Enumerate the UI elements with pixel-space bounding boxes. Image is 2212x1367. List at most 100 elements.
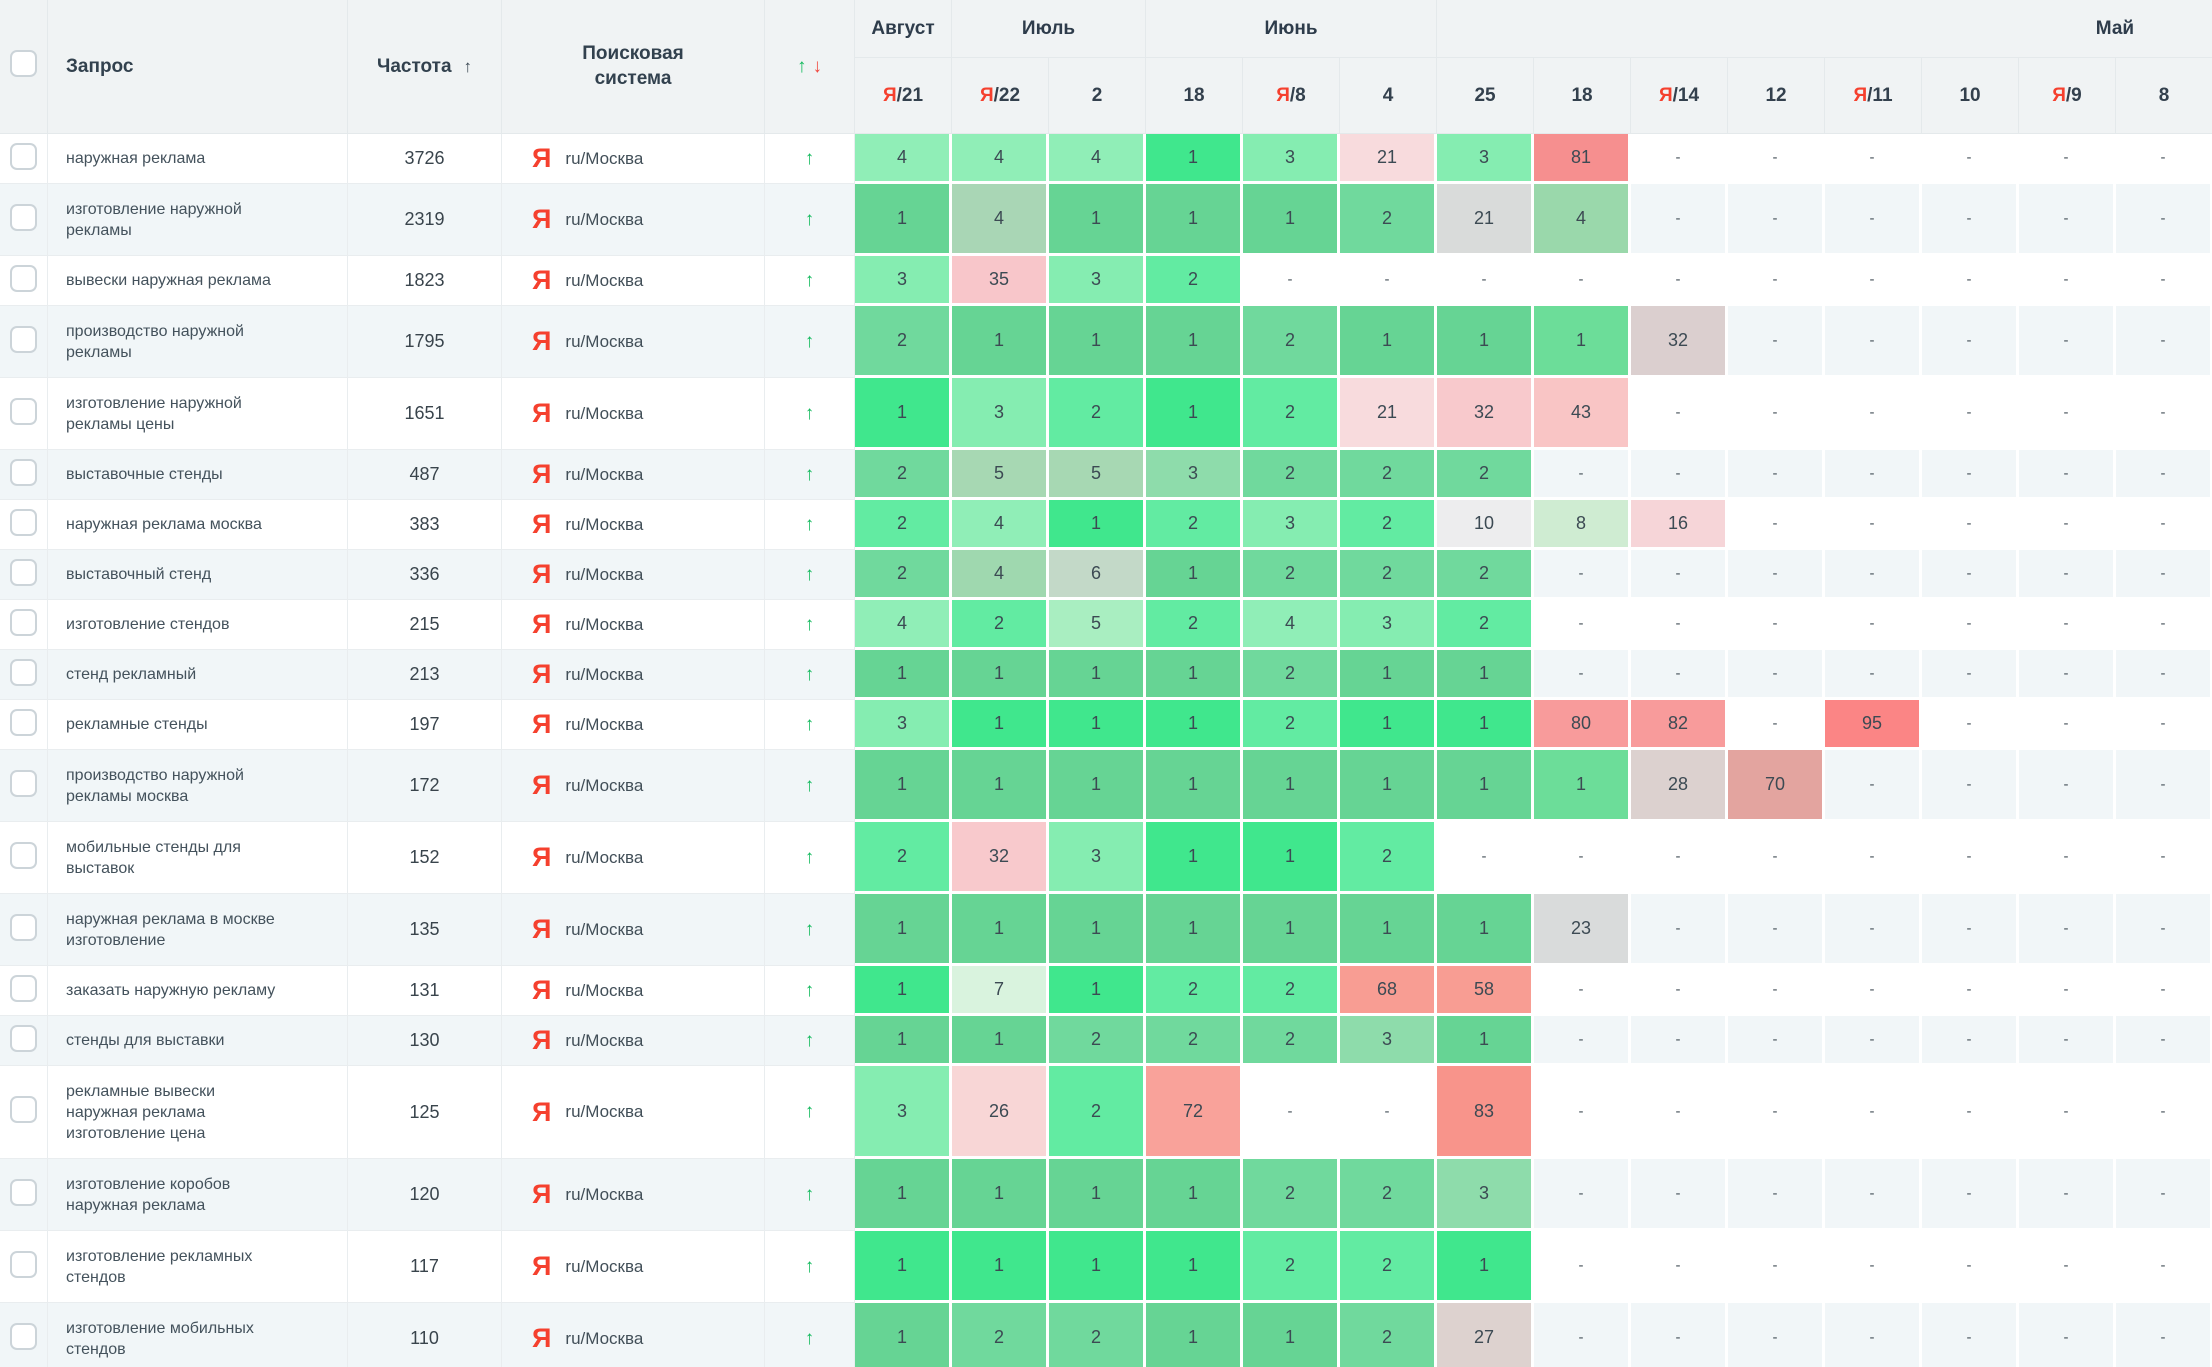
position-cell[interactable]: 1 [1049,306,1147,378]
query-cell[interactable]: стенд рекламный [48,650,348,700]
position-cell[interactable]: 1 [855,184,952,256]
date-column-header[interactable]: Я/14 [1631,58,1729,134]
position-cell[interactable]: 2 [1243,306,1341,378]
position-cell[interactable]: 2 [1340,1231,1438,1303]
position-cell[interactable]: 1 [952,306,1049,378]
row-checkbox[interactable] [10,264,37,292]
position-cell[interactable]: 2 [952,600,1049,650]
position-cell[interactable]: 2 [855,450,952,500]
position-cell[interactable]: 1 [1049,1231,1147,1303]
position-cell[interactable]: 1 [1146,894,1244,966]
position-cell[interactable]: 2 [1340,450,1438,500]
position-cell[interactable]: 2 [1243,700,1341,750]
position-cell[interactable]: 2 [1146,256,1244,306]
position-cell[interactable]: 4 [855,134,952,184]
query-cell[interactable]: рекламные вывески наружная реклама изгот… [48,1066,348,1159]
position-cell[interactable]: 1 [855,966,952,1016]
position-cell[interactable]: 68 [1340,966,1438,1016]
row-checkbox[interactable] [10,458,37,486]
position-cell[interactable]: 1 [1146,306,1244,378]
position-cell[interactable]: 4 [855,600,952,650]
query-cell[interactable]: изготовление наружной рекламы цены [48,378,348,450]
position-cell[interactable]: 3 [1049,822,1147,894]
date-column-header[interactable]: 4 [1340,58,1438,134]
position-cell[interactable]: 2 [1243,1231,1341,1303]
position-cell[interactable]: 1 [1437,306,1535,378]
position-cell[interactable]: 1 [1243,894,1341,966]
position-cell[interactable]: 1 [855,1231,952,1303]
position-cell[interactable]: 3 [1437,1159,1535,1231]
date-column-header[interactable]: Я/22 [952,58,1049,134]
position-cell[interactable]: 43 [1534,378,1632,450]
row-checkbox[interactable] [10,1322,37,1350]
position-cell[interactable]: 2 [1437,450,1535,500]
position-cell[interactable]: 3 [1340,600,1438,650]
position-cell[interactable]: 1 [1146,1231,1244,1303]
row-checkbox[interactable] [10,558,37,586]
query-cell[interactable]: производство наружной рекламы [48,306,348,378]
row-checkbox[interactable] [10,508,37,536]
position-cell[interactable]: 81 [1534,134,1632,184]
position-cell[interactable]: 1 [952,750,1049,822]
position-cell[interactable]: 2 [1340,184,1438,256]
column-header-search-engine[interactable]: Поисковая система [502,0,765,134]
position-cell[interactable]: 1 [1437,1016,1535,1066]
date-column-header[interactable]: 25 [1437,58,1535,134]
position-cell[interactable]: 2 [1243,1159,1341,1231]
position-cell[interactable]: 3 [1243,134,1341,184]
query-cell[interactable]: изготовление стендов [48,600,348,650]
position-cell[interactable]: 2 [855,550,952,600]
date-column-header[interactable]: Я/21 [855,58,952,134]
select-all-checkbox[interactable] [10,50,37,77]
date-column-header[interactable]: 18 [1146,58,1244,134]
date-column-header[interactable]: 12 [1728,58,1826,134]
query-cell[interactable]: выставочные стенды [48,450,348,500]
position-cell[interactable]: 2 [1049,378,1147,450]
position-cell[interactable]: 4 [952,500,1049,550]
position-cell[interactable]: 1 [1049,184,1147,256]
position-cell[interactable]: 2 [1243,450,1341,500]
position-cell[interactable]: 1 [1146,700,1244,750]
position-cell[interactable]: 32 [1631,306,1729,378]
row-checkbox[interactable] [10,1024,37,1052]
date-column-header[interactable]: 8 [2116,58,2212,134]
query-cell[interactable]: вывески наружная реклама [48,256,348,306]
position-cell[interactable]: 1 [1340,650,1438,700]
query-cell[interactable]: изготовление рекламных стендов [48,1231,348,1303]
position-cell[interactable]: 1 [1049,750,1147,822]
row-checkbox[interactable] [10,608,37,636]
position-cell[interactable]: 1 [1340,700,1438,750]
position-cell[interactable]: 21 [1437,184,1535,256]
position-cell[interactable]: 1 [1437,1231,1535,1303]
position-cell[interactable]: 2 [1049,1016,1147,1066]
row-checkbox[interactable] [10,658,37,686]
position-cell[interactable]: 28 [1631,750,1729,822]
position-cell[interactable]: 1 [1146,184,1244,256]
position-cell[interactable]: 1 [1049,894,1147,966]
position-cell[interactable]: 2 [1340,1159,1438,1231]
position-cell[interactable]: 1 [1146,1303,1244,1367]
position-cell[interactable]: 1 [1049,650,1147,700]
position-cell[interactable]: 5 [952,450,1049,500]
position-cell[interactable]: 2 [1049,1303,1147,1367]
position-cell[interactable]: 5 [1049,450,1147,500]
position-cell[interactable]: 32 [952,822,1049,894]
position-cell[interactable]: 83 [1437,1066,1535,1159]
position-cell[interactable]: 26 [952,1066,1049,1159]
position-cell[interactable]: 1 [952,1016,1049,1066]
position-cell[interactable]: 1 [1146,650,1244,700]
row-checkbox[interactable] [10,769,37,797]
position-cell[interactable]: 1 [952,1231,1049,1303]
position-cell[interactable]: 2 [1243,966,1341,1016]
position-cell[interactable]: 10 [1437,500,1535,550]
position-cell[interactable]: 1 [855,1016,952,1066]
trend-down-icon[interactable]: ↓ [812,55,823,77]
position-cell[interactable]: 1 [952,894,1049,966]
position-cell[interactable]: 72 [1146,1066,1244,1159]
position-cell[interactable]: 95 [1825,700,1923,750]
position-cell[interactable]: 1 [1146,1159,1244,1231]
position-cell[interactable]: 6 [1049,550,1147,600]
query-cell[interactable]: наружная реклама в москве изготовление [48,894,348,966]
row-checkbox[interactable] [10,841,37,869]
position-cell[interactable]: 2 [855,500,952,550]
